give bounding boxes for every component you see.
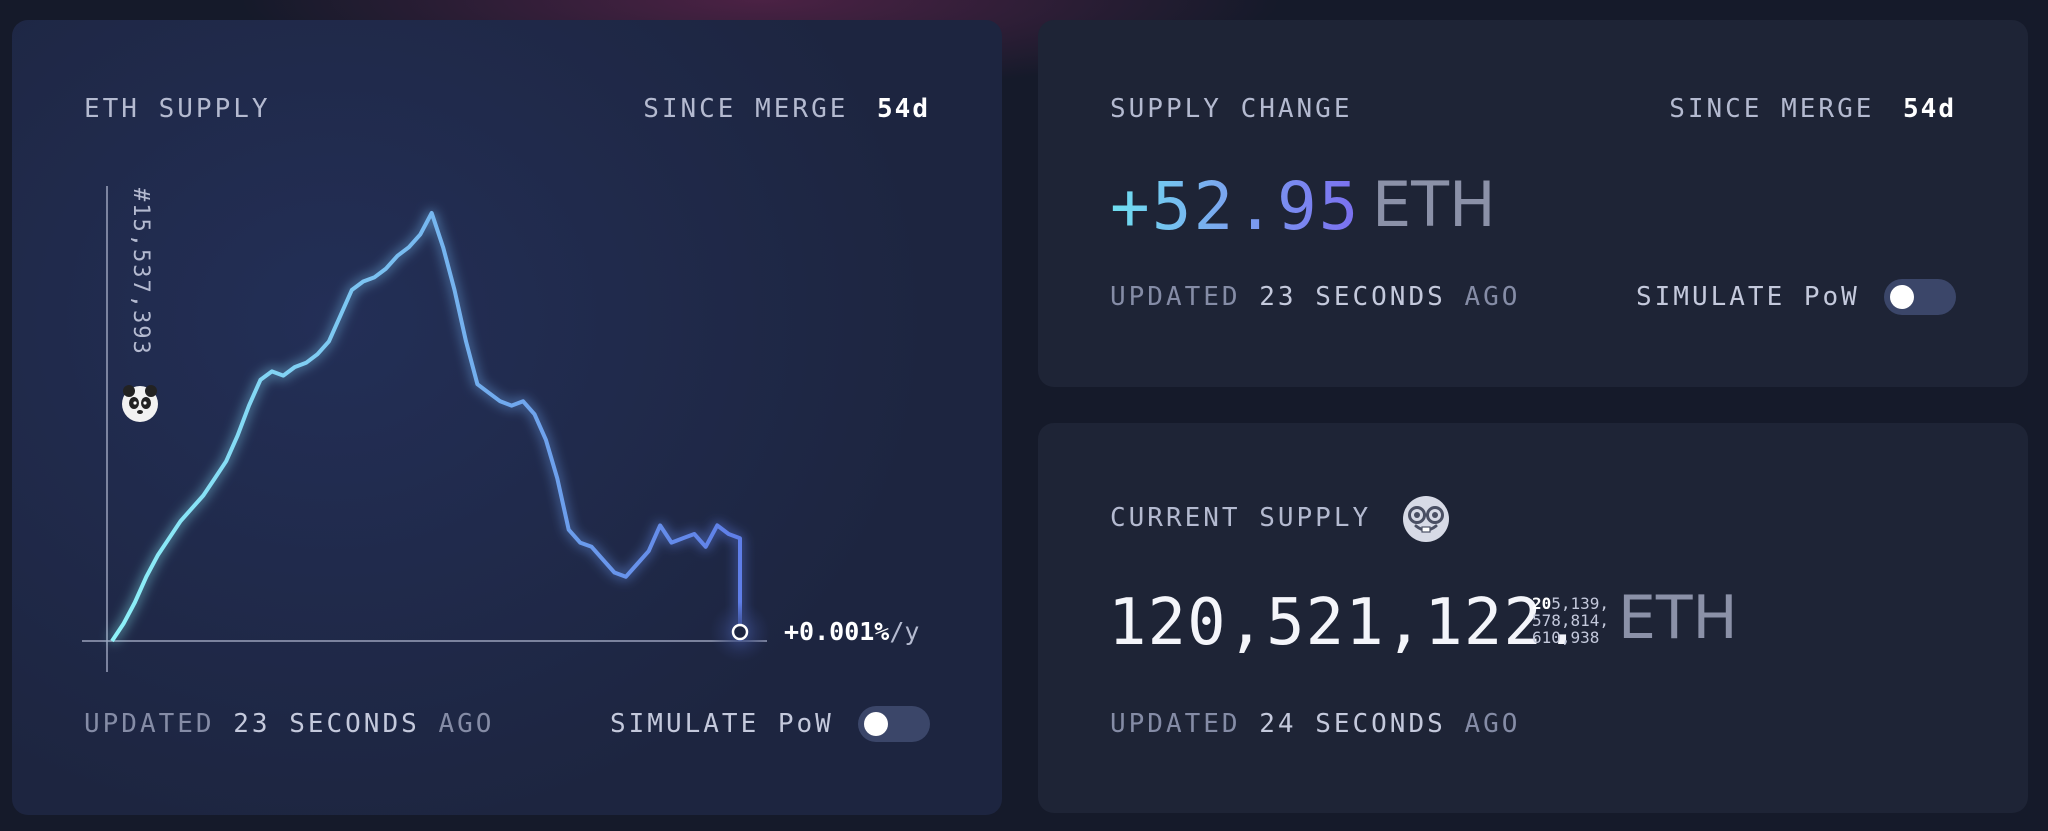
current-supply-updated-status: UPDATED 24 SECONDS AGO [1110,709,1521,739]
supply-change-title: SUPPLY CHANGE [1110,94,1353,124]
current-point-marker[interactable] [731,623,749,641]
eth-supply-title: ETH SUPPLY [84,94,271,124]
change-simulate-pow-label: SIMULATE PoW [1636,282,1860,312]
chart-simulate-pow-toggle[interactable] [858,706,930,742]
current-supply-decimals: 205,139, 578,814, 610,938 [1532,594,1610,647]
supply-change-card: SUPPLY CHANGE SINCE MERGE 54d +52.95 ETH… [1038,20,2028,387]
supply-change-value: +52.95 [1110,168,1361,245]
eth-supply-chart-card: ETH SUPPLY SINCE MERGE 54d +0.001%/y [12,20,1002,815]
supply-series-line [110,211,742,643]
chart-simulate-pow-label: SIMULATE PoW [610,709,834,739]
supply-change-unit: ETH [1372,168,1496,241]
change-updated-status: UPDATED 23 SECONDS AGO [1110,282,1521,312]
toggle-knob [1890,285,1914,309]
since-merge-label: SINCE MERGE [643,94,849,124]
eth-supply-chart: +0.001%/y #15,537,393 [82,186,919,672]
current-supply-unit: ETH [1618,583,1738,653]
current-supply-title: CURRENT SUPPLY [1110,503,1372,533]
since-merge-value: 54d [877,94,930,124]
current-supply-card: CURRENT SUPPLY 120,521,122. 205,139, 578… [1038,423,2028,813]
chart-updated-status: UPDATED 23 SECONDS AGO [84,709,495,739]
nerd-face-icon [1403,496,1449,542]
toggle-knob [864,712,888,736]
since-merge-value: 54d [1903,94,1956,124]
current-supply-integer: 120,521,122. [1108,586,1583,660]
since-merge-selector[interactable]: SINCE MERGE 54d [1669,94,1956,124]
rate-label: +0.001%/y [784,617,919,646]
since-merge-selector[interactable]: SINCE MERGE 54d [643,94,930,124]
change-simulate-pow-toggle[interactable] [1884,279,1956,315]
since-merge-label: SINCE MERGE [1669,94,1875,124]
merge-block-label: #15,537,393 [128,188,153,356]
panda-icon [122,385,158,422]
